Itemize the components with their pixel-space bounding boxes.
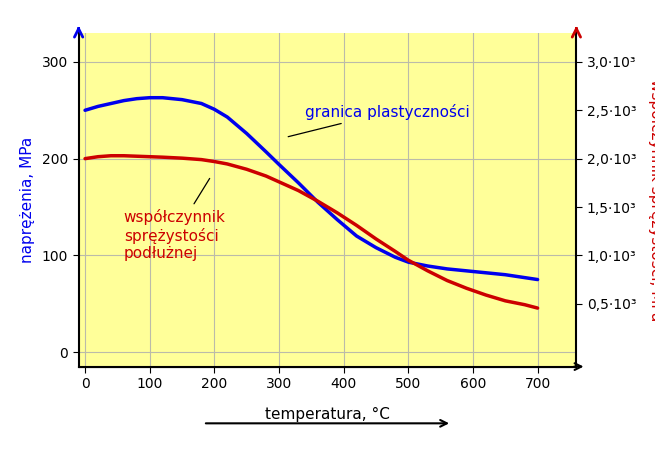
- Text: granica plastyczności: granica plastyczności: [288, 104, 470, 137]
- Text: współczynnik
sprężystości
podłużnej: współczynnik sprężystości podłużnej: [124, 179, 226, 261]
- Text: temperatura, °C: temperatura, °C: [265, 407, 390, 422]
- Y-axis label: naprężenia, MPa: naprężenia, MPa: [20, 137, 35, 263]
- Y-axis label: współczynnik sprężystości, MPa: współczynnik sprężystości, MPa: [648, 78, 655, 321]
